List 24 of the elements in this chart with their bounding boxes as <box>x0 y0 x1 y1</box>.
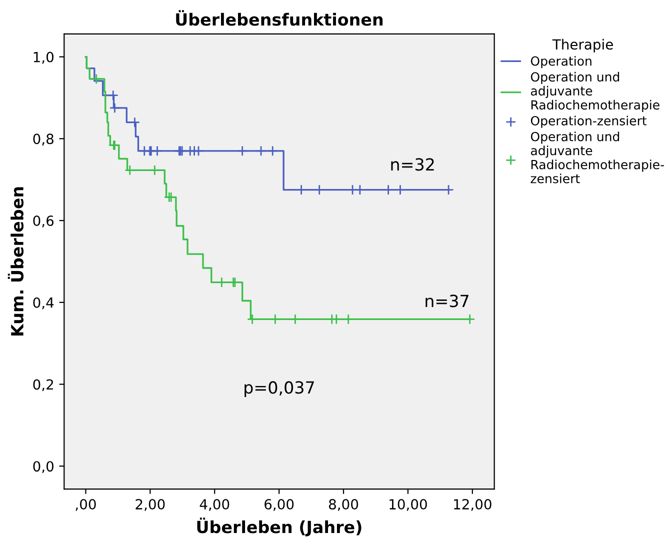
y-tick-label: 0,6 <box>33 216 54 228</box>
legend-title: Therapie <box>552 38 613 52</box>
y-tick-label: 0,2 <box>33 379 54 392</box>
x-tick-label: 12,00 <box>454 499 492 511</box>
x-tick-label: 2,00 <box>136 499 165 511</box>
y-tick-label: 0,0 <box>33 461 54 474</box>
x-tick-label: 6,00 <box>264 499 294 511</box>
y-tick-label: 0,4 <box>33 297 54 310</box>
x-tick-label: 4,00 <box>200 499 230 511</box>
x-tick-label: 8,00 <box>328 499 358 511</box>
x-tick-label: ,00 <box>76 499 96 511</box>
x-tick-label: 10,00 <box>390 499 427 511</box>
x-axis-title: Überleben (Jahre) <box>197 518 362 536</box>
y-axis-title: Kum. Überleben <box>8 187 24 336</box>
annotation: n=37 <box>426 294 468 308</box>
legend-label: Operation <box>530 56 592 68</box>
legend-label: Operation und adjuvante Radiochemotherapie- zensiert <box>530 132 664 184</box>
chart-title: Überlebensfunktionen <box>176 10 383 26</box>
legend-label: Operation und adjuvante Radiochemotherapie <box>530 72 660 112</box>
annotation: p=0,037 <box>244 381 314 397</box>
annotation: n=32 <box>391 158 434 171</box>
legend-label: Operation-zensiert <box>530 116 647 128</box>
y-tick-label: 0,8 <box>33 134 54 146</box>
y-tick-label: 1,0 <box>34 52 54 64</box>
